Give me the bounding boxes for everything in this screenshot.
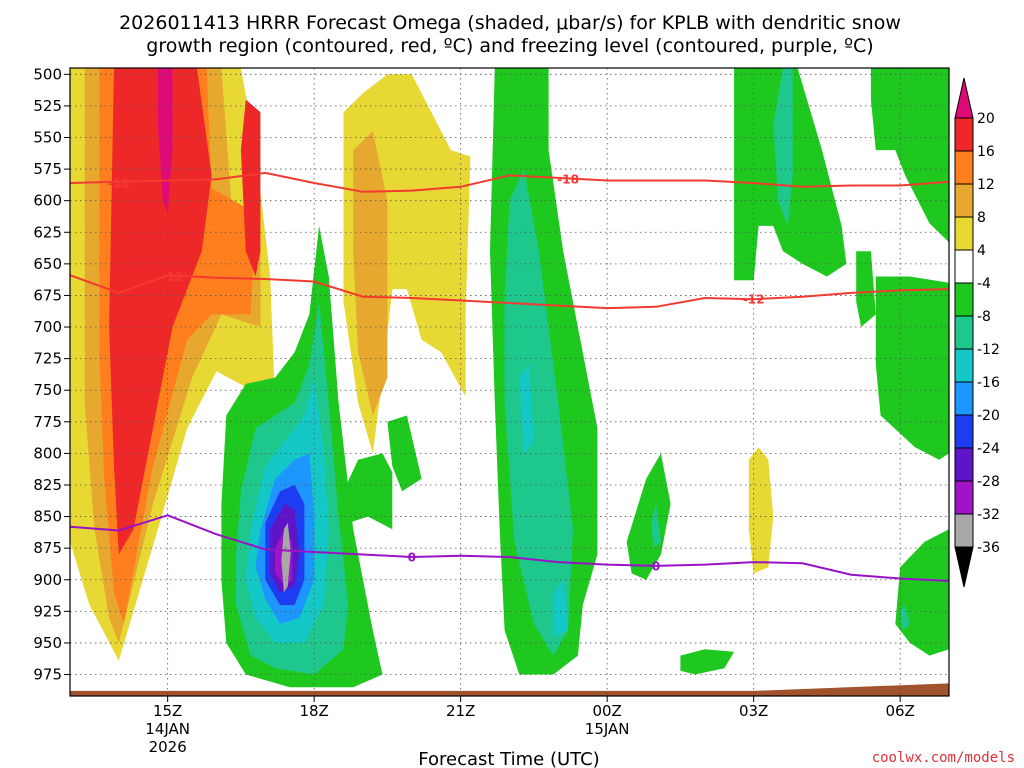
temperature-contours: -18 -18 -12 -12 0 0	[70, 171, 949, 582]
y-tick-label-850: 850	[33, 508, 62, 526]
x-tick-label-18Z-0: 18Z	[299, 702, 328, 720]
colorbar-box-5	[954, 282, 974, 317]
colorbar-label-7: -12	[977, 342, 1000, 358]
ground-fill	[70, 683, 949, 696]
colorbar-box-12	[954, 513, 974, 548]
x-tick-label-06Z-0: 06Z	[885, 702, 914, 720]
omega-region-pos8-7	[353, 131, 388, 416]
colorbar-label-2: 12	[977, 177, 995, 193]
y-tick-label-700: 700	[33, 318, 62, 336]
title-line-2: growth region (contoured, red, ºC) and f…	[146, 35, 873, 57]
omega-region-neg32-32	[281, 522, 291, 593]
y-tick-label-675: 675	[33, 286, 62, 304]
y-tick-label-775: 775	[33, 413, 62, 431]
title-line-1: 2026011413 HRRR Forecast Omega (shaded, …	[119, 12, 901, 34]
colorbar-label-5: -4	[977, 276, 991, 292]
y-tick-label-825: 825	[33, 476, 62, 494]
colorbar-label-8: -16	[977, 375, 1000, 391]
colorbar-label-10: -24	[977, 441, 1000, 457]
colorbar-label-12: -32	[977, 507, 1000, 523]
freezing-zero-label-0: 0	[408, 551, 416, 565]
y-tick-label-750: 750	[33, 381, 62, 399]
y-tick-label-650: 650	[33, 255, 62, 273]
colorbar-top-arrow	[954, 77, 974, 119]
x-tick-label-00Z-1: 15JAN	[585, 720, 630, 738]
colorbar-label-1: 16	[977, 144, 995, 160]
colorbar-bottom-arrow	[954, 546, 974, 588]
ground-terrain	[70, 683, 949, 696]
omega-region-neg12-11	[553, 579, 569, 637]
x-tick-label-15Z-0: 15Z	[153, 702, 182, 720]
omega-region-pos20-5	[157, 68, 173, 214]
y-tick-label-625: 625	[33, 223, 62, 241]
y-tick-label-500: 500	[33, 65, 62, 83]
colorbar-box-8	[954, 381, 974, 416]
x-tick-label-21Z-0: 21Z	[446, 702, 475, 720]
pressure-axis: 500 525 550 575 600 625 650 675 700 725 750 775 800 8…	[33, 65, 70, 684]
omega-region-neg12-10	[519, 364, 534, 454]
colorbar-box-0	[954, 117, 974, 152]
colorbar-label-0: 20	[977, 111, 995, 127]
dgz-minus12-label-0: -12	[162, 270, 184, 284]
dgz-minus12-line	[70, 274, 949, 310]
colorbar-box-10	[954, 447, 974, 482]
x-tick-label-15Z-2: 2026	[149, 738, 187, 756]
y-tick-label-725: 725	[33, 350, 62, 368]
y-tick-label-925: 925	[33, 602, 62, 620]
omega-region-neg4-17	[387, 415, 422, 492]
chart-title: 2026011413 HRRR Forecast Omega (shaded, …	[119, 12, 901, 57]
omega-region-pos16-3	[109, 68, 212, 555]
colorbar-box-11	[954, 480, 974, 515]
colorbar-box-1	[954, 150, 974, 185]
y-tick-label-950: 950	[33, 634, 62, 652]
colorbar-label-13: -36	[977, 540, 1000, 556]
y-tick-label-800: 800	[33, 444, 62, 462]
x-axis-title: Forecast Time (UTC)	[418, 749, 599, 768]
y-tick-label-575: 575	[33, 160, 62, 178]
plot-frame	[69, 67, 950, 697]
omega-region-neg8-24	[900, 605, 910, 631]
omega-region-neg8-20	[651, 503, 661, 549]
omega-shading	[70, 68, 949, 688]
omega-region-neg4-22	[680, 649, 735, 675]
y-tick-label-550: 550	[33, 128, 62, 146]
x-tick-label-03Z-0: 03Z	[739, 702, 768, 720]
colorbar-label-11: -28	[977, 474, 1000, 490]
colorbar-label-3: 8	[977, 210, 986, 226]
colorbar-label-4: 4	[977, 243, 986, 259]
dgz-minus12-label-1: -12	[743, 293, 765, 307]
y-tick-label-900: 900	[33, 571, 62, 589]
colorbar-label-9: -20	[977, 408, 1000, 424]
colorbar-box-3	[954, 216, 974, 251]
omega-colorbar: 20 16 12 8 4 -4 -8 -12 -16 -20 -24 -28 -32 -36	[954, 77, 1000, 588]
credit-text: coolwx.com/models	[872, 750, 1015, 766]
colorbar-box-2	[954, 183, 974, 218]
omega-region-neg4-15	[875, 276, 949, 460]
omega-region-neg8-9	[504, 169, 573, 656]
omega-region-neg4-18	[343, 453, 393, 530]
y-tick-label-975: 975	[33, 666, 62, 684]
x-tick-label-00Z-0: 00Z	[592, 702, 621, 720]
omega-region-neg4-14	[870, 68, 949, 243]
colorbar-box-9	[954, 414, 974, 449]
dgz-minus18-label-1: -18	[557, 173, 579, 187]
colorbar-box-6	[954, 315, 974, 350]
dgz-minus18-line	[70, 171, 949, 193]
y-tick-label-600: 600	[33, 192, 62, 210]
omega-region-pos4-21	[748, 447, 774, 574]
x-tick-label-15Z-1: 14JAN	[145, 720, 190, 738]
freezing-zero-line	[70, 514, 949, 582]
dgz-minus18-label-0: -18	[108, 176, 130, 190]
freezing-zero-label-1: 0	[652, 559, 660, 573]
y-tick-label-525: 525	[33, 97, 62, 115]
colorbar-label-6: -8	[977, 309, 991, 325]
omega-region-neg4-19	[626, 453, 671, 580]
omega-region-neg4-16	[856, 251, 876, 327]
y-tick-label-875: 875	[33, 539, 62, 557]
colorbar-box-7	[954, 348, 974, 383]
colorbar-box-4	[954, 249, 974, 284]
